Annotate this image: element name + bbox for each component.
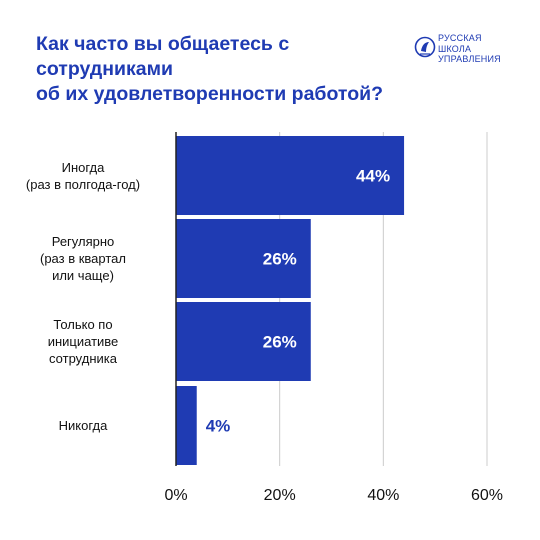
category-label-2: Регулярно (раз в квартал или чаще) <box>8 233 158 284</box>
category-label-line: (раз в полгода-год) <box>25 176 141 192</box>
bar-1 <box>176 136 405 215</box>
x-tick-label-0: 0% <box>164 487 187 504</box>
chart-title-line-2: об их удовлетворенности работой? <box>36 83 384 105</box>
logo-line-3: УПРАВЛЕНИЯ <box>438 54 501 64</box>
data-label-2: 26% <box>263 250 297 269</box>
category-label-line: Регулярно <box>51 234 115 249</box>
bar-2 <box>176 219 311 298</box>
school-emblem-icon <box>414 36 436 58</box>
category-label-3: Только по инициативе сотрудника <box>8 316 158 367</box>
category-label-line: Иногда <box>61 159 105 175</box>
data-label-1: 44% <box>356 167 390 186</box>
category-label-line: сотрудника <box>49 351 117 366</box>
chart-title: Как часто вы общаетесь с сотрудниками об… <box>36 32 416 107</box>
category-label-1: Иногда (раз в полгода-год) <box>8 159 158 193</box>
x-tick-label-60: 60% <box>471 487 503 504</box>
x-tick-label-40: 40% <box>367 487 399 504</box>
chart-title-line-1: Как часто вы общаетесь с сотрудниками <box>36 33 290 80</box>
bar-3 <box>176 302 311 381</box>
logo-line-1: РУССКАЯ <box>438 33 482 43</box>
category-label-line: инициативе <box>47 334 119 349</box>
category-label-4: Никогда <box>8 417 158 434</box>
category-label-line: Никогда <box>58 418 108 433</box>
data-label-3: 26% <box>263 333 297 352</box>
school-logo: РУССКАЯ ШКОЛА УПРАВЛЕНИЯ <box>414 33 524 67</box>
category-label-line: Только по <box>53 317 113 332</box>
category-label-line: или чаще) <box>52 268 114 283</box>
data-label-4: 4% <box>206 417 231 436</box>
bar-4 <box>176 386 197 465</box>
category-label-line: (раз в квартал <box>40 251 126 266</box>
logo-line-2: ШКОЛА <box>438 43 472 54</box>
x-tick-label-20: 20% <box>264 487 296 504</box>
